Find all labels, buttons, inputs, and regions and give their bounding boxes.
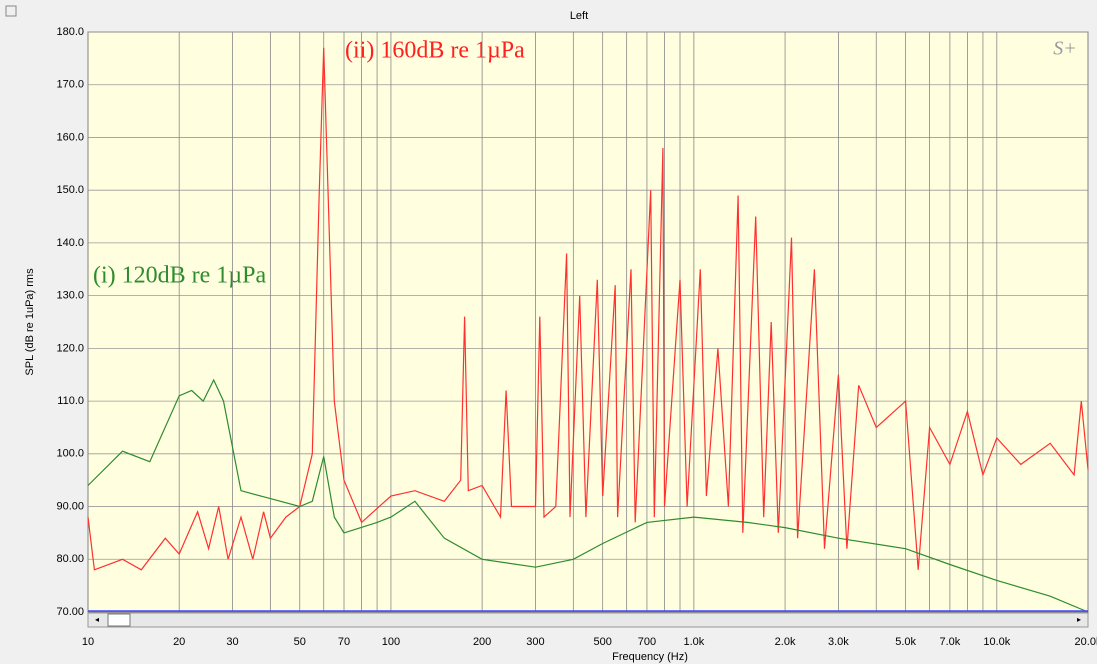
x-tick-label: 20	[173, 636, 185, 648]
series-line	[87, 47, 1089, 571]
y-tick-label: 70.00	[56, 606, 84, 618]
y-tick-label: 90.00	[56, 500, 84, 512]
x-tick-label: 100	[382, 636, 400, 648]
y-axis-label: SPL (dB re 1uPa) rms	[24, 268, 36, 376]
chart-title: Left	[570, 10, 588, 22]
scroll-right[interactable]: ▸	[1077, 615, 1081, 624]
x-tick-label: 2.0k	[775, 636, 796, 648]
x-tick-label: 10.0k	[983, 636, 1010, 648]
x-tick-label: 1.0k	[683, 636, 704, 648]
x-tick-label: 20.0k	[1075, 636, 1097, 648]
y-tick-label: 160.0	[56, 131, 84, 143]
annotation: (i) 120dB re 1µPa	[93, 263, 266, 289]
y-tick-label: 180.0	[56, 26, 84, 38]
annotation: (ii) 160dB re 1µPa	[345, 38, 525, 64]
logo: S+	[1053, 38, 1077, 60]
x-tick-label: 70	[338, 636, 350, 648]
x-tick-label: 7.0k	[939, 636, 960, 648]
window-icon[interactable]	[5, 5, 17, 17]
y-tick-label: 110.0	[57, 395, 84, 407]
y-tick-label: 170.0	[56, 79, 84, 91]
x-tick-label: 50	[294, 636, 306, 648]
x-tick-label: 200	[473, 636, 491, 648]
y-tick-label: 130.0	[56, 290, 84, 302]
x-tick-label: 700	[638, 636, 656, 648]
y-tick-label: 120.0	[56, 342, 84, 354]
x-tick-label: 30	[226, 636, 238, 648]
scroll-left[interactable]: ◂	[95, 615, 99, 624]
plot-area	[87, 31, 1089, 613]
x-tick-label: 3.0k	[828, 636, 849, 648]
y-tick-label: 150.0	[56, 184, 84, 196]
y-tick-label: 140.0	[56, 237, 84, 249]
x-tick-label: 5.0k	[895, 636, 916, 648]
x-axis-label: Frequency (Hz)	[612, 651, 688, 663]
scroll-thumb[interactable]	[107, 613, 131, 627]
x-tick-label: 500	[593, 636, 611, 648]
scrollbar[interactable]	[87, 612, 1089, 628]
y-tick-label: 80.00	[56, 553, 84, 565]
x-tick-label: 300	[526, 636, 544, 648]
lines	[87, 47, 1089, 613]
grid	[87, 31, 1089, 613]
series-line	[87, 378, 1089, 613]
y-tick-label: 100.0	[56, 448, 84, 460]
x-tick-label: 10	[82, 636, 94, 648]
